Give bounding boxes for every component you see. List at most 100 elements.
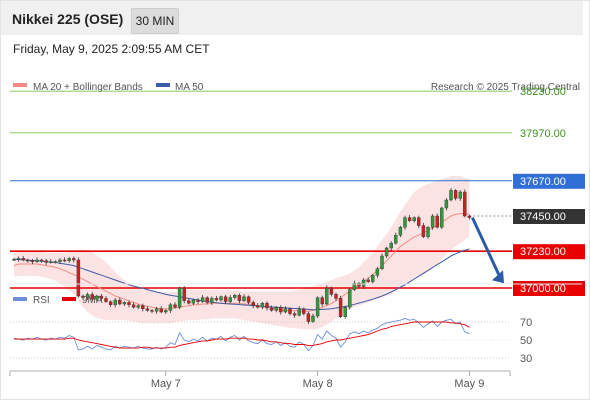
- candle-up: [210, 298, 214, 303]
- candle-up: [412, 217, 416, 222]
- candle-up: [352, 283, 357, 290]
- candle-up: [371, 275, 375, 282]
- rsi-ma-swatch: [62, 297, 76, 301]
- candle-up: [458, 191, 462, 199]
- rsi-swatch: [13, 297, 27, 301]
- candle-down: [338, 298, 343, 317]
- support-label: 37000.00: [520, 283, 566, 295]
- resistance-label: 38230.00: [520, 86, 566, 98]
- bollinger-band-area: [14, 176, 470, 330]
- candle-down: [173, 304, 177, 308]
- candle-down: [251, 302, 255, 306]
- level-labels: 38230.00 37970.00 37670.00 37450.00 37230.00…: [513, 86, 585, 296]
- candle-down: [26, 259, 30, 262]
- candle-up: [16, 258, 21, 260]
- ma50-line: [13, 248, 470, 311]
- forecast-arrow-shaft: [471, 216, 502, 278]
- interval-button[interactable]: 30 MIN: [131, 8, 179, 34]
- candle-down: [334, 294, 338, 299]
- candle-up: [168, 304, 173, 311]
- candle-down: [407, 217, 412, 222]
- support-label-box: [513, 244, 585, 260]
- candle-down: [463, 191, 467, 217]
- candle-down: [366, 279, 370, 282]
- x-tick-label: May 8: [303, 378, 333, 390]
- candle-up: [122, 302, 127, 305]
- candle-down: [62, 259, 67, 262]
- pivot-label: 37670.00: [520, 176, 566, 188]
- instrument-title: Nikkei 225 (OSE): [12, 11, 124, 27]
- x-tick-label: May 7: [151, 378, 181, 390]
- candle-down: [237, 295, 242, 302]
- candle-down: [302, 308, 306, 314]
- ma20-legend-label: MA 20 + Bollinger Bands: [33, 82, 143, 93]
- candle-down: [159, 308, 163, 313]
- moving-averages: [13, 213, 470, 312]
- candle-up: [430, 215, 435, 228]
- candle-down: [39, 259, 44, 262]
- candle-down: [108, 301, 113, 306]
- credit-text: Research © 2025 Trading Central: [431, 82, 580, 93]
- candle-down: [127, 302, 131, 305]
- candle-up: [297, 308, 301, 316]
- support-label: 37230.00: [520, 246, 566, 258]
- candle-down: [288, 308, 292, 314]
- main-legend: MA 20 + Bollinger Bands MA 50 Research ©…: [13, 82, 580, 93]
- candle-down: [30, 260, 35, 262]
- x-axis: May 7 May 8 May 9: [9, 370, 511, 390]
- candle-down: [256, 305, 260, 308]
- candle-up: [440, 207, 444, 228]
- ma50-swatch: [156, 83, 170, 87]
- candle-down: [435, 215, 439, 228]
- candle-down: [306, 313, 311, 322]
- candle-up: [361, 279, 366, 287]
- candle-up: [35, 259, 39, 262]
- candle-up: [49, 261, 53, 263]
- resistance-label: 37970.00: [520, 128, 566, 140]
- candle-down: [214, 298, 219, 301]
- candle-up: [164, 310, 168, 313]
- candle-up: [113, 299, 117, 305]
- candle-up: [219, 296, 223, 301]
- rsi-ma-legend-label: 9MA: [82, 295, 103, 306]
- candle-down: [118, 299, 122, 305]
- candle-up: [228, 297, 232, 302]
- candle-down: [81, 295, 85, 298]
- candle-up: [449, 190, 453, 201]
- rsi-tick-label: 30: [520, 353, 532, 365]
- candle-down: [44, 260, 48, 263]
- rsi-line: [13, 317, 470, 352]
- candle-down: [21, 258, 25, 261]
- candle-down: [141, 305, 145, 310]
- candle-up: [242, 296, 246, 301]
- candle-down: [104, 298, 108, 302]
- candle-down: [265, 303, 269, 309]
- candle-down: [246, 296, 251, 303]
- candle-down: [417, 217, 421, 226]
- candle-down: [453, 190, 458, 199]
- candle-down: [421, 225, 426, 238]
- candle-down: [292, 313, 297, 316]
- candle-up: [200, 297, 205, 302]
- forecast-arrow: [471, 216, 504, 284]
- candle-up: [191, 299, 196, 304]
- candle-down: [196, 299, 200, 302]
- candle-up: [177, 287, 182, 308]
- candle-down: [223, 296, 228, 302]
- candle-up: [58, 259, 62, 262]
- candle-up: [53, 261, 58, 263]
- candle-up: [283, 308, 288, 313]
- candle-up: [398, 226, 403, 236]
- candle-up: [384, 247, 389, 257]
- candle-up: [95, 295, 99, 300]
- rsi-legend-label: RSI: [33, 295, 50, 306]
- candle-down: [329, 287, 334, 295]
- support-label-box: [513, 281, 585, 296]
- candle-up: [426, 226, 430, 237]
- candle-up: [380, 255, 384, 270]
- candle-down: [182, 287, 186, 302]
- forecast-arrow-head: [492, 270, 504, 284]
- rsi-panel: 70 50 30: [10, 317, 532, 365]
- timestamp: Friday, May 9, 2025 2:09:55 AM CET: [13, 42, 210, 56]
- candle-up: [154, 308, 159, 312]
